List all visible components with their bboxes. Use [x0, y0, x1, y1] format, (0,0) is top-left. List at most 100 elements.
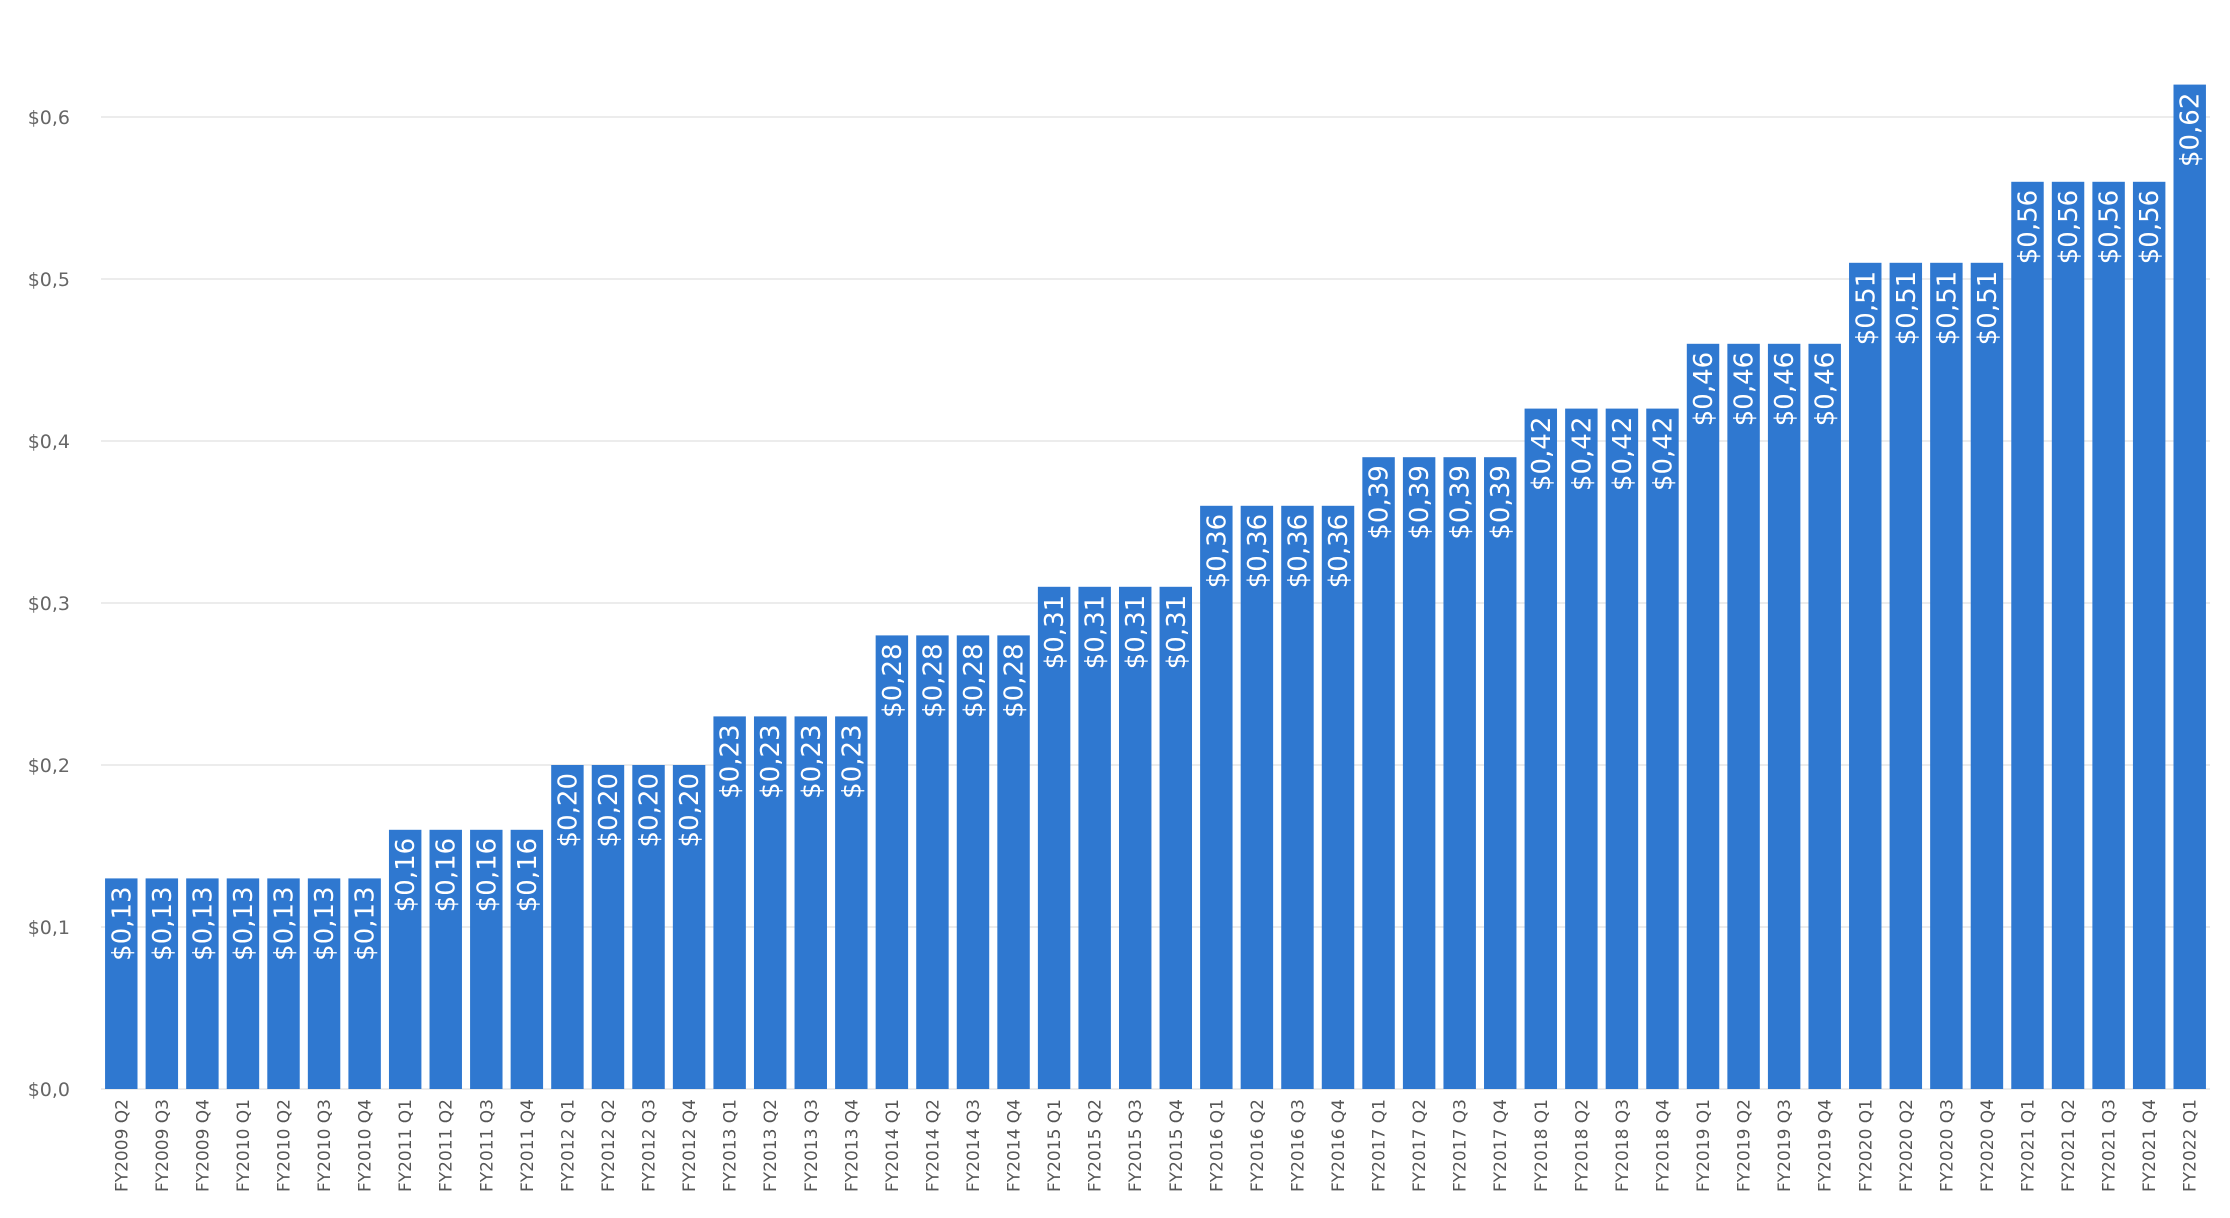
bar-data-label: $0,23	[716, 724, 746, 798]
x-tick-label: FY2019 Q2	[1735, 1099, 1755, 1192]
bar	[1037, 586, 1071, 1089]
bar	[1565, 408, 1598, 1090]
x-tick-label: FY2011 Q2	[437, 1099, 457, 1192]
bar-data-label: $0,46	[1730, 352, 1760, 426]
bar	[348, 878, 381, 1089]
bar-data-label: $0,56	[2013, 190, 2043, 264]
bars	[105, 84, 2206, 1090]
x-tick-label: FY2016 Q2	[1248, 1099, 1268, 1192]
bar-data-label: $0,13	[310, 886, 340, 960]
bar-data-label: $0,36	[1202, 514, 1232, 588]
bar-data-label: $0,28	[878, 643, 908, 717]
bar-data-label: $0,62	[2176, 93, 2206, 167]
bar-data-label: $0,16	[472, 838, 502, 912]
x-tick-label: FY2010 Q1	[234, 1099, 254, 1192]
bar	[632, 765, 665, 1089]
bar-data-label: $0,39	[1365, 465, 1395, 539]
x-tick-label: FY2010 Q3	[315, 1099, 335, 1192]
x-tick-label: FY2012 Q4	[680, 1099, 700, 1192]
bar-data-label: $0,28	[1000, 643, 1030, 717]
x-tick-label: FY2019 Q1	[1694, 1099, 1714, 1192]
x-tick-label: FY2018 Q2	[1572, 1099, 1592, 1192]
x-tick-label: FY2011 Q4	[518, 1099, 538, 1192]
x-tick-label: FY2020 Q1	[1856, 1099, 1876, 1192]
bar-data-label: $0,20	[594, 773, 624, 847]
x-tick-label: FY2018 Q3	[1613, 1099, 1633, 1192]
bar-data-label: $0,13	[107, 886, 137, 960]
bar	[1767, 343, 1801, 1089]
bar-data-label: $0,23	[756, 724, 786, 798]
x-tick-label: FY2016 Q1	[1207, 1099, 1227, 1192]
y-tick-label: $0,6	[28, 107, 70, 129]
bar	[2092, 181, 2125, 1090]
bar	[794, 716, 827, 1089]
bar	[2173, 84, 2206, 1090]
bar	[753, 716, 787, 1089]
bar-data-label: $0,39	[1405, 465, 1435, 539]
bar-data-label: $0,31	[1121, 595, 1151, 669]
x-tick-label: FY2016 Q4	[1329, 1099, 1349, 1192]
x-tick-label: FY2009 Q4	[193, 1099, 213, 1192]
bar	[1889, 262, 1923, 1089]
bar	[916, 635, 949, 1089]
x-tick-label: FY2009 Q3	[153, 1099, 173, 1192]
x-tick-label: FY2013 Q1	[721, 1099, 741, 1192]
bar	[186, 878, 219, 1089]
bar-data-label: $0,13	[148, 886, 178, 960]
x-tick-label: FY2014 Q4	[1005, 1099, 1025, 1192]
bar	[388, 829, 422, 1089]
bar	[672, 765, 706, 1089]
bar-data-label: $0,56	[2054, 190, 2084, 264]
bar	[551, 765, 584, 1089]
bar-data-label: $0,42	[1567, 417, 1597, 491]
x-tick-label: FY2009 Q2	[112, 1099, 132, 1192]
bar-data-label: $0,13	[229, 886, 259, 960]
bar-data-label: $0,16	[391, 838, 421, 912]
x-tick-label: FY2022 Q1	[2181, 1099, 2201, 1192]
x-tick-label: FY2016 Q3	[1288, 1099, 1308, 1192]
x-tick-label: FY2010 Q4	[356, 1099, 376, 1192]
x-tick-label: FY2021 Q4	[2140, 1099, 2160, 1192]
bar	[835, 716, 868, 1089]
bar-data-label: $0,28	[918, 643, 948, 717]
x-tick-label: FY2013 Q4	[842, 1099, 862, 1192]
bar-data-label: $0,46	[1770, 352, 1800, 426]
bar	[1808, 343, 1841, 1089]
bar	[1849, 262, 1882, 1089]
x-axis-ticks: FY2009 Q2 FY2009 Q3 FY2009 Q4 FY2010 Q1 FY20…	[112, 1099, 2200, 1192]
bar	[429, 829, 462, 1089]
x-tick-label: FY2017 Q4	[1491, 1099, 1511, 1192]
x-tick-label: FY2015 Q2	[1086, 1099, 1106, 1192]
bar	[2011, 181, 2044, 1090]
bar	[591, 765, 625, 1089]
bar	[1240, 505, 1274, 1089]
bar	[1443, 457, 1476, 1089]
bar-data-label: $0,36	[1324, 514, 1354, 588]
bar-data-label: $0,51	[1973, 271, 2003, 345]
x-tick-label: FY2015 Q3	[1126, 1099, 1146, 1192]
bar-data-label: $0,23	[797, 724, 827, 798]
bar	[713, 716, 746, 1089]
bar	[2051, 181, 2085, 1090]
bar-data-label: $0,46	[1811, 352, 1841, 426]
bar	[997, 635, 1030, 1089]
x-tick-label: FY2012 Q3	[640, 1099, 660, 1192]
bar-data-label: $0,13	[351, 886, 381, 960]
bar-data-label: $0,39	[1446, 465, 1476, 539]
bar	[1605, 408, 1639, 1090]
x-tick-label: FY2015 Q1	[1045, 1099, 1065, 1192]
bar-data-label: $0,16	[513, 838, 543, 912]
bar	[875, 635, 909, 1089]
x-tick-label: FY2010 Q2	[275, 1099, 295, 1192]
bar	[1524, 408, 1558, 1090]
bar-data-label: $0,31	[1081, 595, 1111, 669]
bar-data-label: $0,16	[432, 838, 462, 912]
bar-data-label: $0,23	[837, 724, 867, 798]
x-tick-label: FY2017 Q3	[1451, 1099, 1471, 1192]
y-tick-label: $0,2	[28, 755, 70, 777]
x-tick-label: FY2020 Q4	[1978, 1099, 1998, 1192]
bar-data-label: $0,42	[1608, 417, 1638, 491]
bar-data-label: $0,56	[2135, 190, 2165, 264]
bar	[1970, 262, 2004, 1089]
